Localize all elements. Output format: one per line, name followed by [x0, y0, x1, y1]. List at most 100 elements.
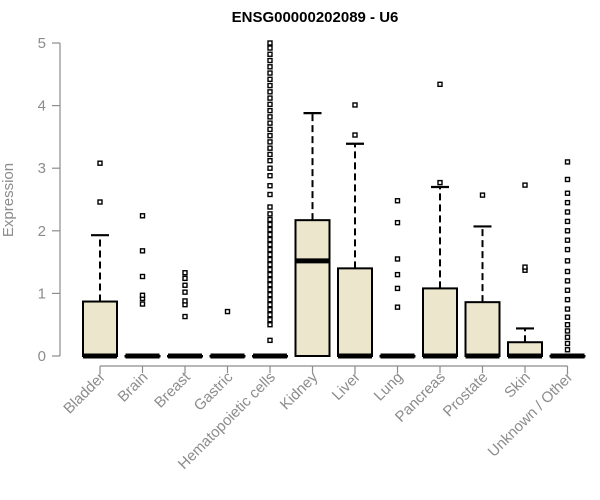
y-axis-label: Expression	[0, 163, 17, 237]
outlier-point	[267, 139, 273, 145]
outlier-point	[564, 218, 571, 225]
outlier-point	[267, 70, 273, 76]
outlier-point	[267, 316, 273, 323]
y-tick-label: 4	[38, 98, 46, 115]
outlier-point	[182, 270, 188, 276]
outlier-point	[182, 275, 188, 282]
outlier-point	[267, 89, 273, 95]
outlier-point	[267, 322, 273, 328]
box-prostate	[464, 192, 501, 359]
outlier-point	[267, 286, 273, 293]
outlier-point	[267, 157, 273, 164]
x-tick-label: Lung	[371, 369, 407, 405]
outlier-point	[267, 183, 273, 189]
y-tick-label: 3	[38, 160, 46, 177]
x-tick-label: Brain	[115, 369, 152, 406]
x-tick-label: Kidney	[277, 368, 322, 413]
outlier-point	[139, 273, 146, 280]
x-tick-label: Prostate	[440, 369, 492, 421]
y-tick-label: 2	[38, 223, 46, 240]
outlier-point	[267, 296, 273, 303]
outlier-point	[267, 281, 273, 288]
x-tick-label: Bladder	[60, 369, 109, 418]
outlier-point	[267, 114, 273, 120]
outlier-point	[564, 268, 571, 275]
outlier-point	[522, 264, 528, 270]
outlier-point	[267, 204, 273, 210]
iqr-box	[82, 300, 118, 357]
outlier-point	[564, 328, 571, 334]
outlier-point	[267, 191, 273, 198]
outlier-point	[267, 306, 273, 313]
outlier-point	[97, 160, 103, 166]
outlier-point	[267, 266, 273, 273]
box-skin	[507, 182, 543, 359]
outlier-point	[267, 337, 273, 344]
outlier-point	[267, 261, 273, 268]
outlier-point	[267, 132, 273, 139]
outlier-point	[267, 291, 273, 298]
outlier-point	[394, 271, 401, 278]
box-pancreas	[422, 81, 458, 359]
outlier-point	[564, 296, 571, 303]
outlier-point	[267, 241, 273, 248]
outlier-point	[267, 226, 273, 233]
iqr-box	[464, 301, 501, 357]
outlier-point	[267, 57, 273, 64]
outlier-point	[267, 311, 273, 318]
outlier-point	[437, 179, 443, 186]
outlier-point	[564, 228, 571, 234]
outlier-point	[267, 221, 273, 228]
outlier-point	[139, 301, 146, 307]
outlier-point	[267, 101, 273, 108]
outlier-point	[267, 95, 273, 101]
outlier-point	[564, 278, 571, 284]
outlier-point	[182, 289, 188, 295]
outlier-point	[267, 76, 273, 83]
box-liver	[337, 102, 373, 359]
box-breast	[167, 270, 203, 359]
box-bladder	[82, 160, 118, 359]
outlier-point	[479, 192, 486, 198]
box-lung	[379, 198, 416, 359]
y-tick-label: 1	[38, 285, 46, 302]
x-tick-label: Breast	[151, 368, 194, 411]
outlier-point	[267, 211, 273, 217]
outlier-point	[564, 209, 571, 215]
outlier-point	[394, 198, 401, 204]
outlier-point	[394, 304, 401, 310]
outlier-point	[267, 40, 273, 46]
outlier-point	[267, 246, 273, 253]
outlier-point	[394, 219, 401, 226]
outlier-point	[267, 45, 273, 51]
outlier-point	[139, 213, 146, 219]
outlier-point	[97, 199, 103, 205]
outlier-point	[267, 82, 273, 89]
outlier-point	[267, 276, 273, 283]
iqr-box	[422, 287, 458, 357]
outlier-point	[182, 282, 188, 288]
box-kidney	[294, 112, 331, 357]
y-axis: 0 1 2 3 4 5	[38, 35, 61, 365]
outlier-point	[267, 256, 273, 263]
outlier-point	[267, 301, 273, 308]
box-gastric	[209, 308, 246, 359]
y-tick-label: 5	[38, 35, 46, 52]
outlier-point	[564, 287, 571, 293]
outlier-point	[352, 102, 358, 108]
outlier-point	[437, 81, 443, 88]
outlier-point	[139, 292, 146, 298]
box-brain	[124, 213, 161, 359]
iqr-box	[337, 267, 373, 357]
iqr-box	[294, 219, 331, 357]
outlier-point	[267, 145, 273, 151]
outlier-point	[522, 182, 528, 188]
x-tick-label: Skin	[501, 369, 534, 402]
box-hematopoietic-cells	[252, 40, 288, 359]
outlier-point	[224, 308, 231, 315]
outlier-point	[267, 165, 273, 171]
outlier-point	[564, 306, 571, 312]
outlier-point	[139, 248, 146, 254]
